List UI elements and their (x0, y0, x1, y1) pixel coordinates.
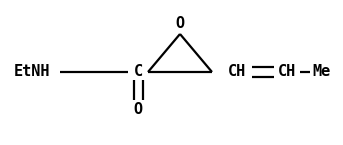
Text: C: C (133, 65, 143, 79)
Text: CH: CH (228, 65, 246, 79)
Text: Me: Me (312, 65, 330, 79)
Text: EtNH: EtNH (14, 65, 50, 79)
Text: CH: CH (278, 65, 296, 79)
Text: O: O (133, 103, 143, 117)
Text: O: O (175, 17, 185, 31)
